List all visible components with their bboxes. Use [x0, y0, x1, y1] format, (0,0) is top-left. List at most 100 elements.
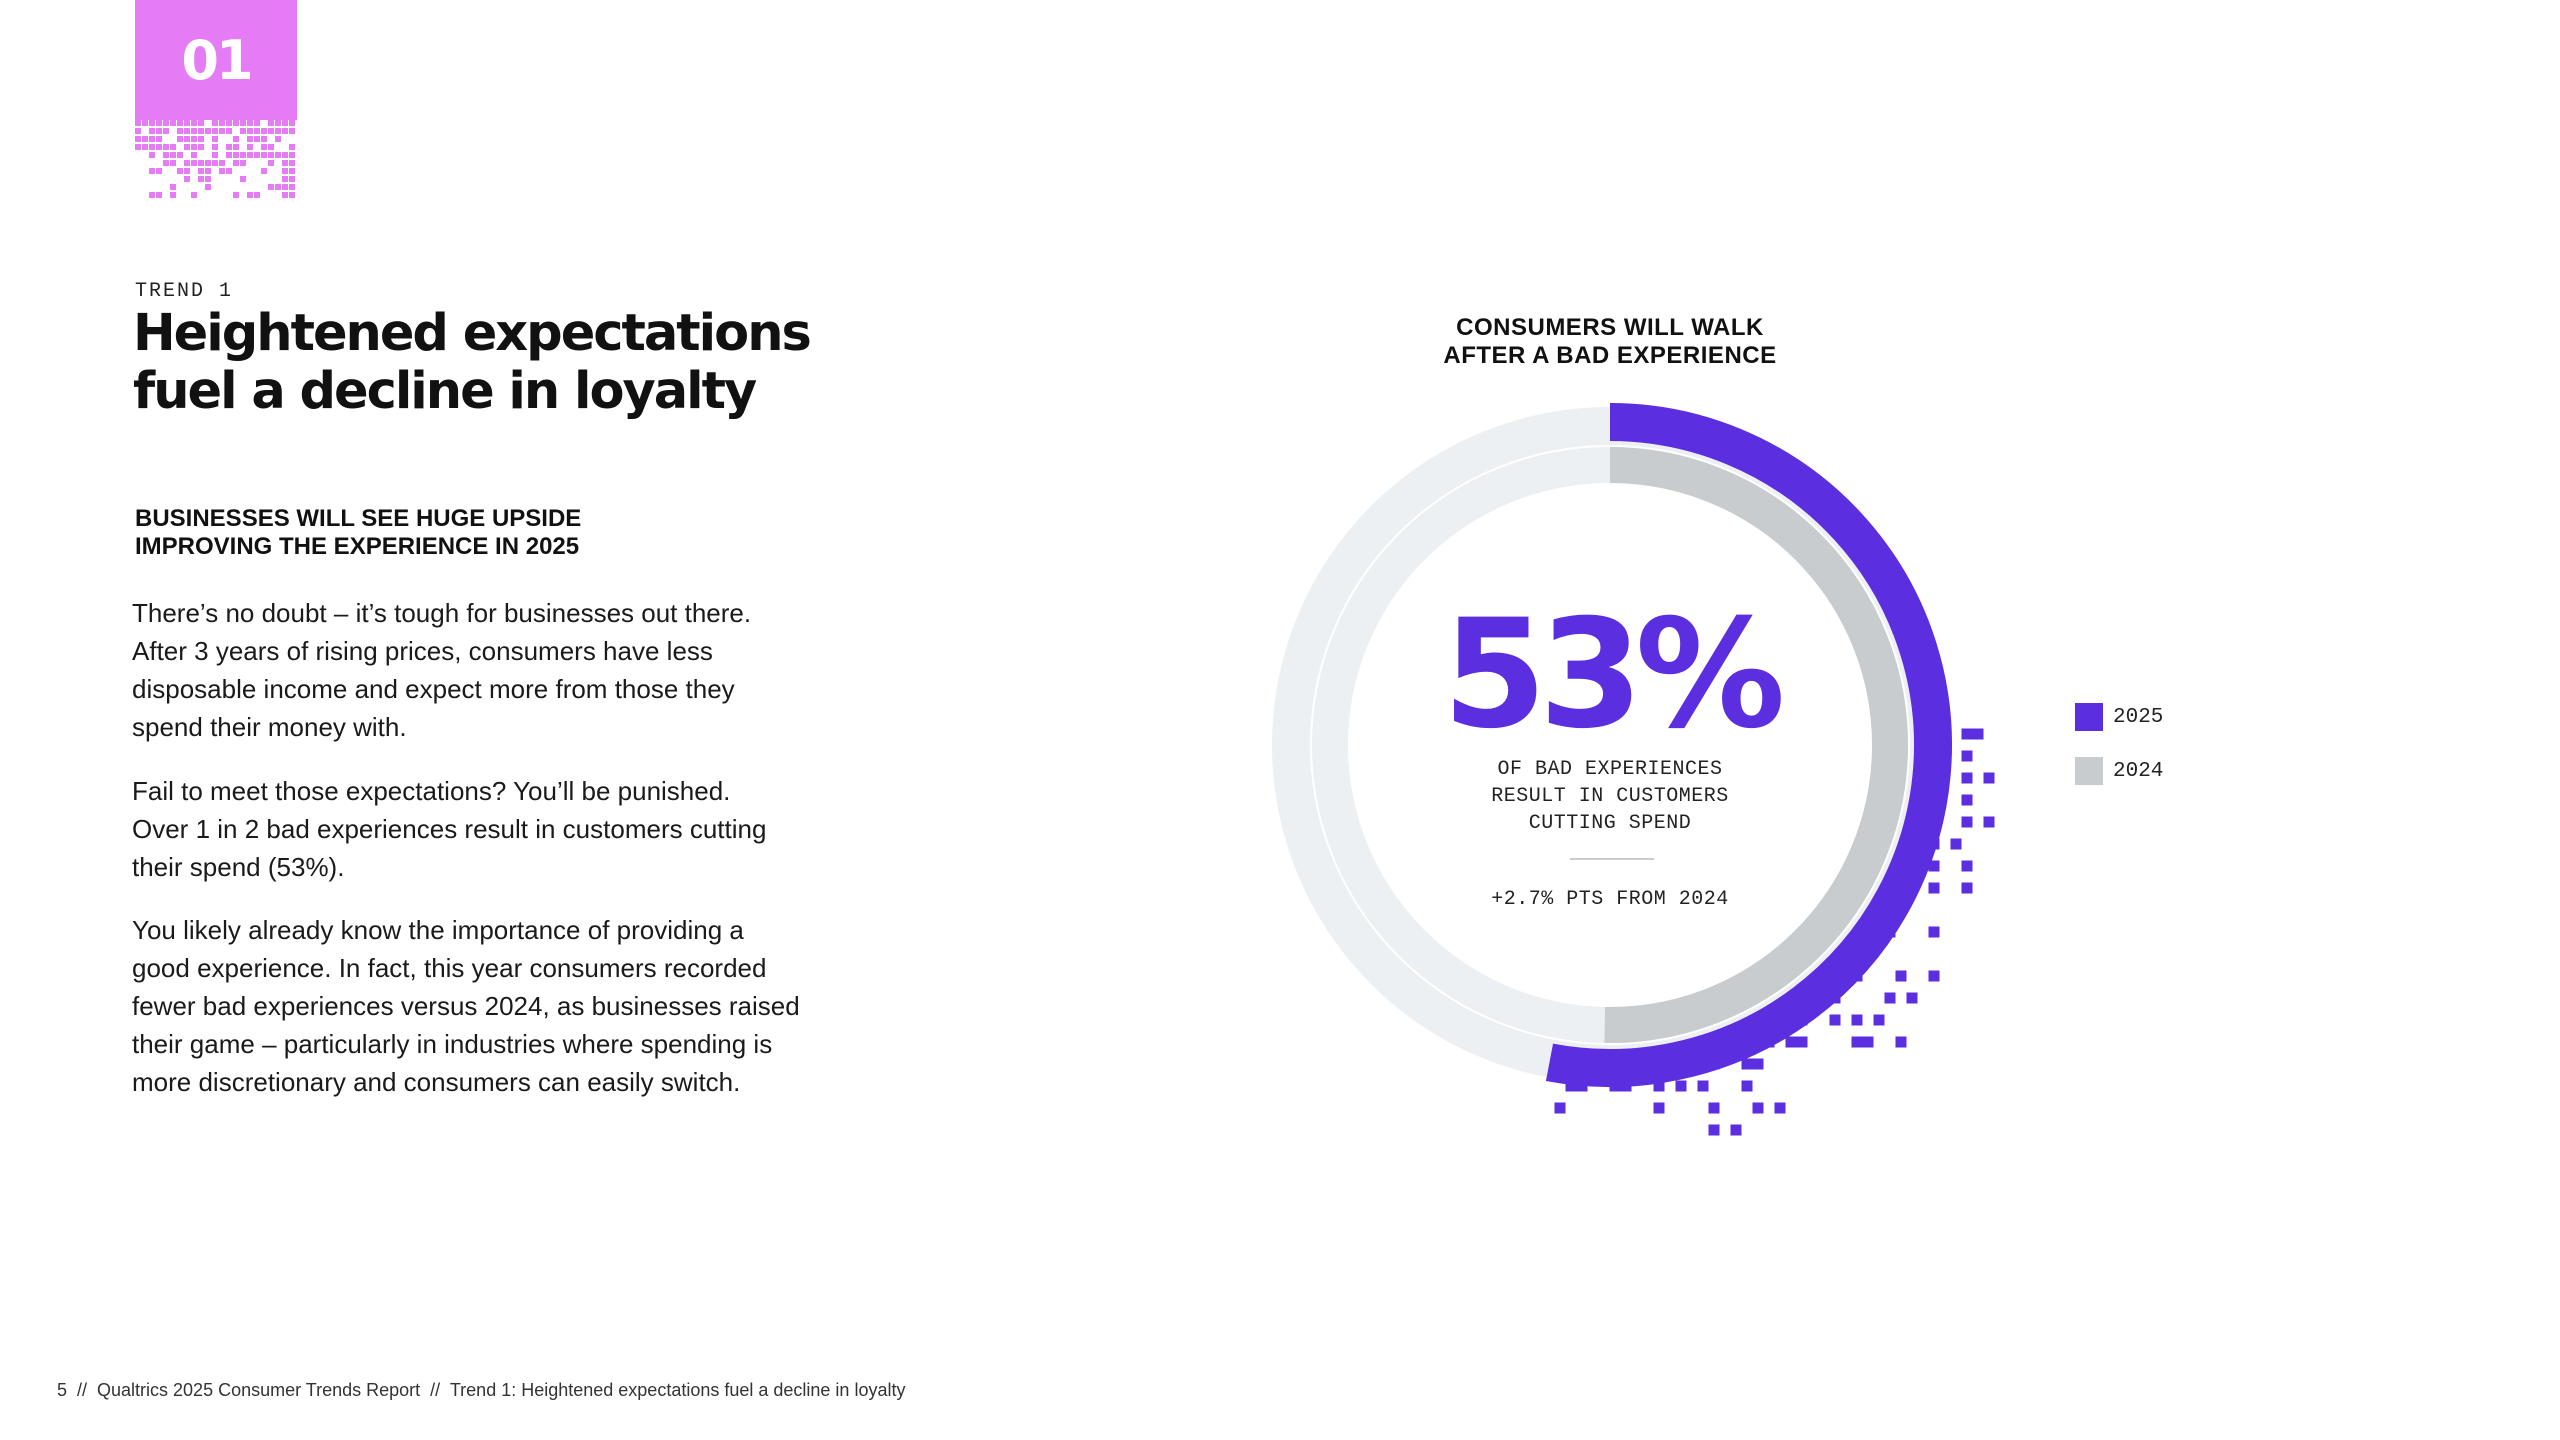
- badge-pixel: [212, 144, 218, 150]
- pixel-decoration-square: [1961, 816, 1973, 828]
- center-divider: [1570, 858, 1654, 860]
- badge-pixel: [247, 120, 253, 126]
- body-line: good experience. In fact, this year cons…: [132, 953, 767, 983]
- badge-pixel: [212, 128, 218, 134]
- badge-pixel: [184, 136, 190, 142]
- badge-pixel: [289, 160, 295, 166]
- pixel-decoration-square: [1708, 1124, 1720, 1136]
- badge-pixel: [170, 120, 176, 126]
- badge-pixel: [226, 144, 232, 150]
- badge-pixel: [149, 136, 155, 142]
- badge-pixel: [240, 152, 246, 158]
- badge-pixel: [212, 152, 218, 158]
- badge-pixel: [268, 120, 274, 126]
- badge-pixel: [247, 128, 253, 134]
- badge-pixel: [275, 128, 281, 134]
- chart-legend: 2025 2024: [2075, 702, 2163, 810]
- body-line: You likely already know the importance o…: [132, 915, 744, 945]
- badge-pixel: [205, 160, 211, 166]
- badge-pixel: [261, 152, 267, 158]
- legend-item-2025: 2025: [2075, 702, 2163, 732]
- badge-pixel: [219, 120, 225, 126]
- center-caption-line: OF BAD EXPERIENCES: [1497, 758, 1723, 781]
- badge-pixel: [198, 160, 204, 166]
- badge-pixel: [156, 136, 162, 142]
- footer-breadcrumb: 5 // Qualtrics 2025 Consumer Trends Repo…: [57, 1380, 906, 1400]
- badge-pixel: [177, 128, 183, 134]
- badge-pixel: [261, 128, 267, 134]
- badge-pixel: [289, 184, 295, 190]
- section-subhead: BUSINESSES WILL SEE HUGE UPSIDE IMPROVIN…: [135, 505, 695, 561]
- badge-pixel: [282, 120, 288, 126]
- pixel-decoration-square: [1752, 1102, 1764, 1114]
- badge-pixel: [177, 168, 183, 174]
- pixel-decoration-square: [1730, 1124, 1742, 1136]
- badge-pixel: [149, 152, 155, 158]
- pixel-decoration-square: [1565, 1080, 1577, 1092]
- badge-pixel: [289, 120, 295, 126]
- badge-pixel: [254, 128, 260, 134]
- body-line: Over 1 in 2 bad experiences result in cu…: [132, 814, 767, 844]
- pixel-decoration-square: [1653, 1102, 1665, 1114]
- badge-pixel: [233, 136, 239, 142]
- badge-pixel: [142, 136, 148, 142]
- badge-pixel: [240, 120, 246, 126]
- badge-pixel: [198, 128, 204, 134]
- badge-pixel: [205, 168, 211, 174]
- chart-title-line-1: CONSUMERS WILL WALK: [1456, 314, 1764, 341]
- badge-pixel: [275, 120, 281, 126]
- badge-pixel: [156, 120, 162, 126]
- badge-pixel: [289, 192, 295, 198]
- pixel-decoration-square: [1741, 1058, 1753, 1070]
- badge-pixel: [268, 152, 274, 158]
- badge-pixel: [205, 128, 211, 134]
- badge-pixel: [142, 144, 148, 150]
- badge-pixel: [268, 144, 274, 150]
- pixel-decoration-square: [1697, 1080, 1709, 1092]
- page-title-line-1: Heightened expectations: [133, 304, 812, 363]
- badge-pixel: [289, 128, 295, 134]
- badge-pixel: [163, 120, 169, 126]
- pixel-decoration-square: [1928, 926, 1940, 938]
- badge-pixel: [135, 128, 141, 134]
- badge-pixel: [170, 144, 176, 150]
- badge-pixel: [135, 144, 141, 150]
- badge-pixel: [163, 152, 169, 158]
- badge-pixel: [282, 160, 288, 166]
- badge-pixel: [240, 160, 246, 166]
- pixel-decoration-square: [1862, 1036, 1874, 1048]
- badge-pixel: [282, 184, 288, 190]
- badge-pixel: [135, 136, 141, 142]
- center-caption: OF BAD EXPERIENCES RESULT IN CUSTOMERS C…: [1410, 756, 1810, 837]
- body-line: more discretionary and consumers can eas…: [132, 1067, 741, 1097]
- badge-pixel: [261, 144, 267, 150]
- legend-swatch-2024: [2075, 757, 2103, 785]
- body-line: Fail to meet those expectations? You’ll …: [132, 776, 731, 806]
- pixel-decoration: [135, 120, 295, 198]
- badge-pixel: [268, 160, 274, 166]
- body-line: spend their money with.: [132, 712, 407, 742]
- badge-pixel: [240, 176, 246, 182]
- pixel-decoration-square: [1895, 1036, 1907, 1048]
- pixel-decoration-square: [1785, 1036, 1797, 1048]
- badge-pixel: [170, 184, 176, 190]
- badge-pixel: [170, 152, 176, 158]
- pixel-decoration-square: [1752, 1058, 1764, 1070]
- arc-2025: [1545, 403, 1952, 1087]
- badge-pixel: [282, 192, 288, 198]
- badge-pixel: [184, 128, 190, 134]
- body-line: their game – particularly in industries …: [132, 1029, 773, 1059]
- badge-pixel: [156, 144, 162, 150]
- body-line: disposable income and expect more from t…: [132, 674, 735, 704]
- section-number: 01: [181, 28, 253, 92]
- badge-pixel: [240, 128, 246, 134]
- badge-pixel: [268, 128, 274, 134]
- badge-pixel: [184, 160, 190, 166]
- badge-pixel: [177, 120, 183, 126]
- badge-pixel: [254, 152, 260, 158]
- badge-pixel: [198, 168, 204, 174]
- badge-pixel: [247, 192, 253, 198]
- badge-pixel: [282, 128, 288, 134]
- badge-pixel: [233, 160, 239, 166]
